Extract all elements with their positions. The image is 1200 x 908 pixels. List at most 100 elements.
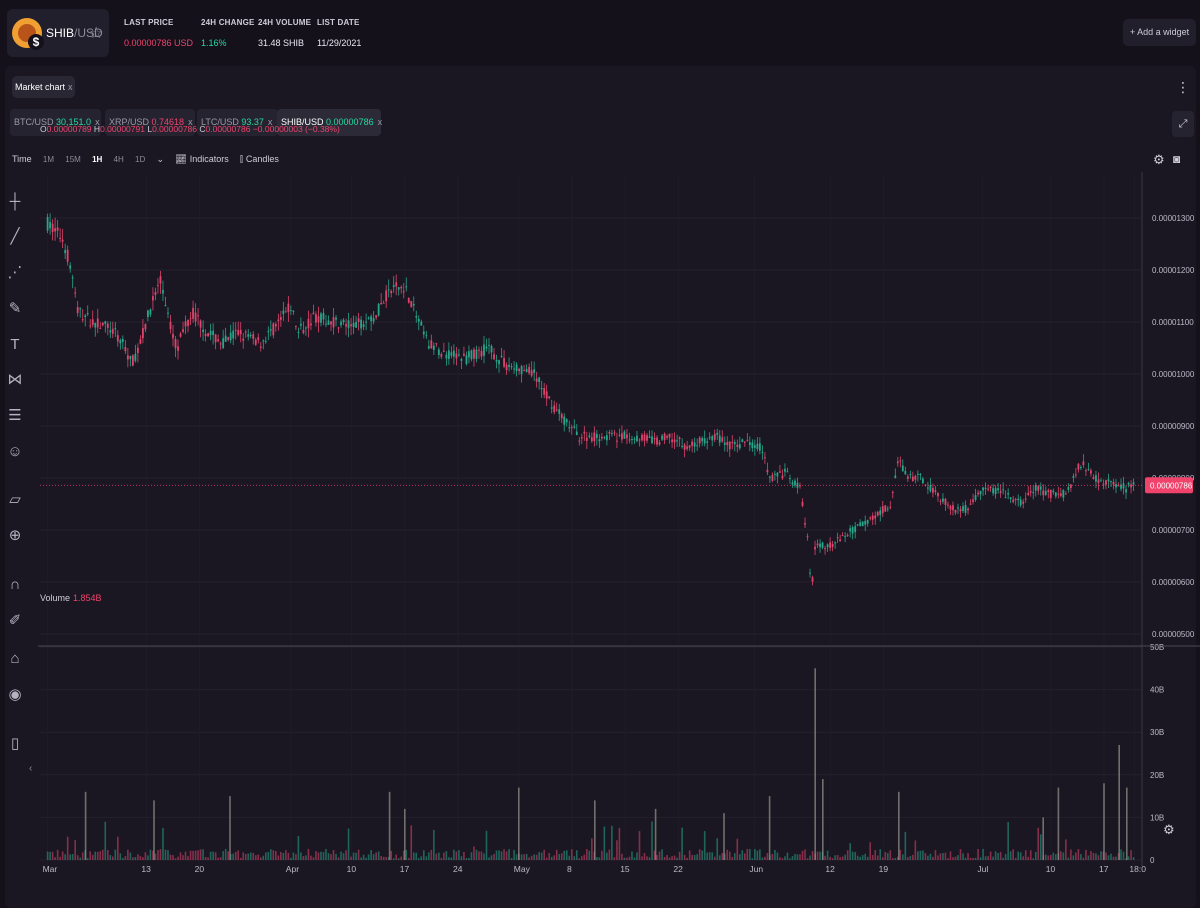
candle-body — [997, 488, 1000, 491]
close-icon[interactable]: x — [95, 117, 100, 127]
volume-bar — [1055, 854, 1057, 860]
candle-body — [174, 339, 177, 349]
candle-body — [214, 334, 217, 343]
ticker-shib[interactable]: SHIB/USD 0.00000786 x — [277, 109, 383, 136]
camera-icon[interactable]: ◙ — [1173, 152, 1181, 166]
candle-body — [71, 277, 74, 279]
candle-body — [189, 318, 192, 320]
ticker-price: 0.00000786 — [326, 117, 374, 127]
candle-body — [972, 499, 974, 502]
trend-line-icon[interactable]: ╱ — [10, 228, 20, 245]
candle-body — [796, 482, 799, 488]
volume-bar — [957, 855, 959, 860]
tab-market-chart[interactable]: Market chart x — [12, 76, 75, 98]
volume-bar — [1007, 822, 1009, 860]
candle-body — [452, 350, 455, 357]
volume-bar — [583, 854, 586, 860]
candle-body — [553, 405, 556, 413]
candles-button[interactable]: ⫿ Candles — [240, 154, 279, 165]
volume-bar — [934, 850, 937, 860]
close-icon[interactable]: x — [188, 117, 193, 127]
candle-body — [1002, 489, 1005, 491]
trash-icon[interactable]: ▯ — [10, 735, 20, 752]
candle-body — [485, 346, 488, 349]
chevron-down-icon[interactable]: ⌄ — [156, 154, 165, 164]
close-icon[interactable]: x — [68, 82, 73, 92]
volume-bar — [1039, 834, 1042, 860]
volume-bar — [1105, 852, 1107, 860]
candle-body — [352, 322, 355, 328]
interval-1h[interactable]: 1H — [92, 155, 103, 164]
zoom-in-icon[interactable]: ⊕ — [8, 527, 22, 544]
candle-body — [422, 331, 425, 335]
volume-bar — [871, 854, 874, 860]
volume-tick-label: 10B — [1150, 813, 1164, 822]
crosshair-icon[interactable]: ┼ — [9, 193, 21, 210]
candle-body — [312, 312, 315, 315]
volume-bar — [490, 855, 493, 860]
expand-icon[interactable]: ⤢ — [1172, 111, 1194, 137]
indicators-button[interactable]: 📈︎ Indicators — [175, 154, 228, 165]
candle-body — [264, 340, 267, 342]
volume-bar — [302, 856, 305, 860]
candle-body — [899, 460, 902, 462]
volume-bar — [741, 850, 744, 860]
interval-1m[interactable]: 1M — [42, 155, 55, 164]
y-tick-label: 0.00001300 — [1152, 214, 1195, 223]
gear-icon[interactable]: ⚙ — [1163, 822, 1175, 837]
volume-bar — [430, 849, 433, 860]
more-menu-icon[interactable]: ⋮ — [1176, 79, 1190, 95]
volume-bar — [74, 840, 76, 860]
candle-body — [947, 504, 949, 506]
pair-selector[interactable]: $ SHIB/USD ☆ — [7, 9, 109, 57]
lock-drawing-icon[interactable]: ✐ — [8, 612, 22, 629]
candle-body — [605, 435, 608, 441]
fib-tool-icon[interactable]: ⋰ — [7, 264, 23, 281]
pattern-icon[interactable]: ⋈ — [7, 371, 23, 388]
star-icon[interactable]: ☆ — [89, 25, 104, 42]
magnet-icon[interactable]: ∩ — [9, 576, 21, 593]
ticker-ltc[interactable]: LTC/USD 93.37 x — [197, 109, 278, 136]
candle-body — [565, 419, 568, 423]
volume-bar — [297, 836, 300, 860]
candle-body — [1079, 467, 1082, 469]
close-icon[interactable]: x — [377, 117, 383, 127]
candle-body — [460, 358, 463, 361]
volume-bar — [831, 858, 834, 860]
candle-body — [974, 495, 977, 500]
volume-bar — [455, 851, 458, 860]
add-widget-button[interactable]: + Add a widget — [1123, 19, 1196, 46]
volume-bar — [1034, 851, 1037, 860]
eye-icon[interactable]: ◉ — [8, 686, 22, 703]
volume-bar — [894, 858, 897, 860]
candle-body — [99, 327, 102, 329]
ticker-xrp[interactable]: XRP/USD 0.74618 x — [105, 109, 195, 136]
ticker-price: 93.37 — [241, 117, 264, 127]
unlock-icon[interactable]: ⌂ — [10, 650, 20, 667]
volume-bar — [999, 851, 1002, 860]
close-icon[interactable]: x — [267, 117, 273, 127]
volume-bar — [124, 856, 127, 860]
candle-body — [508, 364, 510, 367]
ruler-icon[interactable]: ▱ — [9, 491, 21, 508]
volume-bar — [64, 854, 66, 860]
interval-15m[interactable]: 15M — [65, 155, 81, 164]
volume-bar — [520, 854, 523, 860]
volume-bar — [157, 850, 159, 860]
text-tool-icon[interactable]: T — [10, 336, 20, 353]
prediction-icon[interactable]: ☰ — [8, 407, 22, 424]
candle-body — [397, 287, 400, 290]
gear-icon[interactable]: ⚙ — [1153, 152, 1165, 167]
candle-body — [179, 333, 182, 337]
ticker-btc[interactable]: BTC/USD 30,151.0 x — [10, 109, 101, 136]
volume-bar — [382, 856, 385, 860]
interval-4h[interactable]: 4H — [113, 155, 124, 164]
interval-1d[interactable]: 1D — [135, 155, 146, 164]
stat-value: 11/29/2021 — [317, 38, 362, 48]
x-tick-label: 20 — [195, 864, 205, 874]
volume-bar — [731, 857, 734, 860]
emoji-icon[interactable]: ☺ — [7, 443, 23, 460]
brush-icon[interactable]: ✎ — [8, 300, 22, 317]
chevron-left-icon[interactable]: ‹ — [29, 763, 33, 774]
